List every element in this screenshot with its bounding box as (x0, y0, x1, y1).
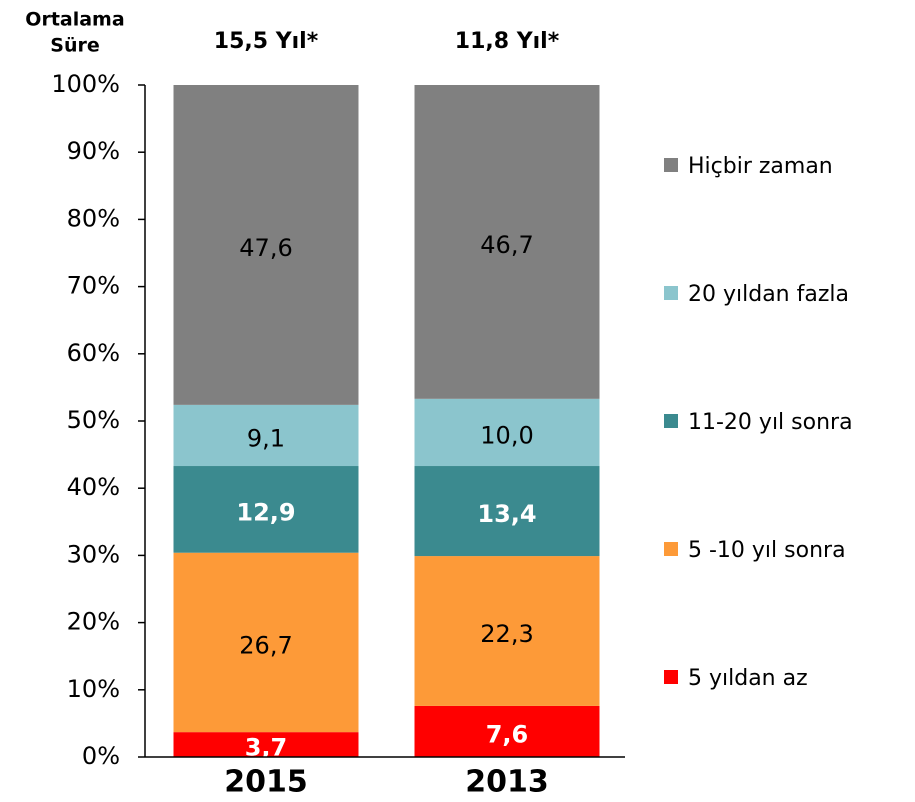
bar-segment (414, 466, 600, 557)
bar-annotation: 15,5 Yıl* (214, 29, 319, 54)
header-line: Süre (50, 35, 99, 57)
bar-segment (414, 398, 600, 467)
bar-segment (414, 705, 600, 757)
value-label: 9,1 (247, 424, 285, 452)
bar-segment (173, 466, 359, 553)
legend-label: 11-20 yıl sonra (688, 410, 853, 435)
x-tick-label: 2015 (224, 765, 308, 800)
legend-swatch (664, 158, 678, 172)
value-label: 47,6 (239, 234, 292, 262)
bar-segment (173, 552, 359, 733)
bar-segment (414, 85, 600, 399)
y-tick-label: 20% (67, 608, 120, 636)
bar-segment (173, 85, 359, 405)
value-label: 22,3 (480, 620, 533, 648)
y-tick-label: 30% (67, 540, 120, 568)
bar-segment (173, 732, 359, 757)
value-label: 46,7 (480, 231, 533, 259)
legend-label: 5 yıldan az (688, 666, 808, 691)
legend-swatch (664, 286, 678, 300)
bar-segment (414, 556, 600, 706)
value-label: 12,9 (236, 498, 295, 526)
y-tick-label: 40% (67, 473, 120, 501)
bar-segment (173, 404, 359, 467)
y-tick-label: 10% (67, 675, 120, 703)
y-tick-label: 0% (82, 742, 120, 770)
y-tick-label: 80% (67, 204, 120, 232)
y-tick-label: 100% (51, 70, 120, 98)
value-label: 7,6 (486, 720, 529, 748)
header-line: Ortalama (25, 9, 124, 31)
y-tick-label: 60% (67, 339, 120, 367)
legend-label: 5 -10 yıl sonra (688, 538, 846, 563)
value-label: 13,4 (477, 500, 536, 528)
legend-label: 20 yıldan fazla (688, 282, 849, 307)
value-label: 26,7 (239, 631, 292, 659)
legend-swatch (664, 542, 678, 556)
legend-swatch (664, 670, 678, 684)
y-tick-label: 90% (67, 137, 120, 165)
y-tick-label: 50% (67, 406, 120, 434)
legend-label: Hiçbir zaman (688, 154, 833, 179)
bar-annotation: 11,8 Yıl* (455, 29, 560, 54)
y-tick-label: 70% (67, 272, 120, 300)
value-label: 10,0 (480, 421, 533, 449)
legend-swatch (664, 414, 678, 428)
x-tick-label: 2013 (465, 765, 549, 800)
